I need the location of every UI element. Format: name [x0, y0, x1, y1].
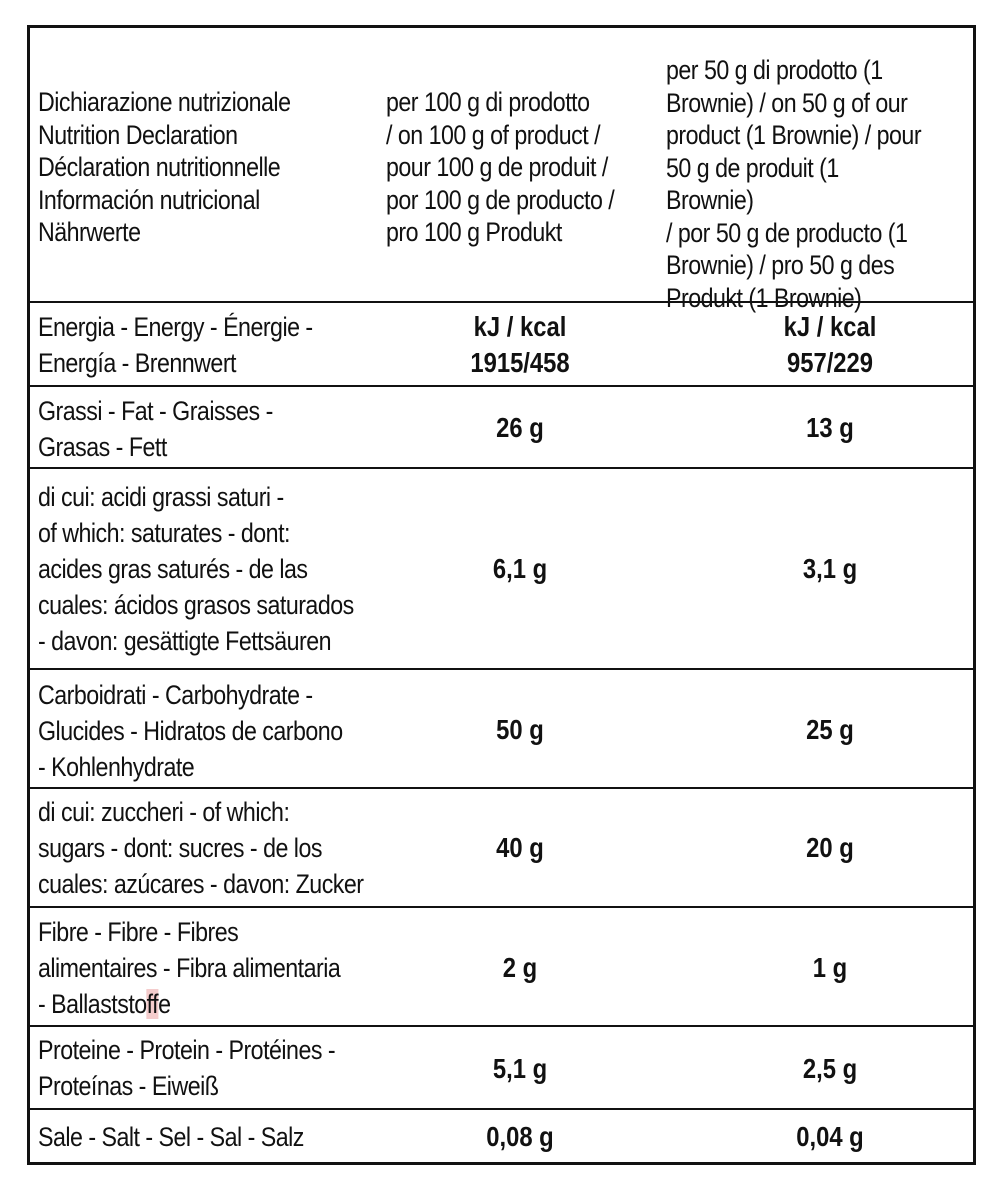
nutrition-table: Dichiarazione nutrizionale Nutrition Dec… [27, 25, 976, 1165]
value-per-100g: 5,1 g [492, 1053, 548, 1084]
row-carbohydrate: Carboidrati - Carbohydrate - Glucides - … [30, 670, 973, 789]
row-label: Sale - Salt - Sel - Sal - Salz [38, 1122, 304, 1152]
row-label-main: Fibre - Fibre - Fibres alimentaires - Fi… [38, 917, 341, 1019]
row-sugars: di cui: zuccheri - of which: sugars - do… [30, 789, 973, 908]
value-per-100g: 50 g [496, 714, 544, 745]
row-salt: Sale - Salt - Sel - Sal - Salz 0,08 g 0,… [30, 1110, 973, 1162]
value-per-100g: 40 g [496, 832, 544, 863]
value-per-50g: 0,04 g [796, 1121, 864, 1152]
value-per-100g: kJ / kcal 1915/458 [470, 311, 570, 378]
row-fibre: Fibre - Fibre - Fibres alimentaires - Fi… [30, 908, 973, 1027]
value-per-50g: 20 g [806, 832, 854, 863]
value-per-50g: 25 g [806, 714, 854, 745]
row-label: Fibre - Fibre - Fibres alimentaires - Fi… [38, 914, 416, 1022]
row-label: di cui: zuccheri - of which: sugars - do… [38, 797, 364, 899]
highlighted-ligature: ff [146, 989, 159, 1019]
row-protein: Proteine - Protein - Protéines - Proteín… [30, 1027, 973, 1110]
value-per-50g: 13 g [806, 412, 854, 443]
header-row: Dichiarazione nutrizionale Nutrition Dec… [30, 28, 973, 313]
value-per-50g: kJ / kcal 957/229 [783, 311, 877, 378]
value-per-100g: 6,1 g [492, 553, 548, 584]
row-label: Grassi - Fat - Graisses - Grasas - Fett [38, 396, 273, 462]
row-label: di cui: acidi grassi saturi - of which: … [38, 482, 354, 656]
value-per-100g: 0,08 g [486, 1121, 554, 1152]
row-fat: Grassi - Fat - Graisses - Grasas - Fett … [30, 387, 973, 469]
header-per-100g: per 100 g di prodotto / on 100 g of prod… [386, 87, 615, 247]
row-label: Energia - Energy - Énergie - Energía - B… [38, 312, 313, 378]
row-label: Carboidrati - Carbohydrate - Glucides - … [38, 680, 343, 782]
row-label: Proteine - Protein - Protéines - Proteín… [38, 1035, 336, 1101]
value-per-100g: 26 g [496, 412, 544, 443]
value-per-50g: 2,5 g [802, 1053, 858, 1084]
value-per-50g: 3,1 g [802, 553, 858, 584]
header-label: Dichiarazione nutrizionale Nutrition Dec… [38, 87, 291, 247]
row-energy: Energia - Energy - Énergie - Energía - B… [30, 303, 973, 387]
value-per-100g: 2 g [502, 952, 538, 983]
row-label-end: e [158, 989, 171, 1019]
row-saturates: di cui: acidi grassi saturi - of which: … [30, 469, 973, 670]
value-per-50g: 1 g [812, 952, 848, 983]
header-per-50g: per 50 g di prodotto (1 Brownie) / on 50… [666, 55, 922, 313]
